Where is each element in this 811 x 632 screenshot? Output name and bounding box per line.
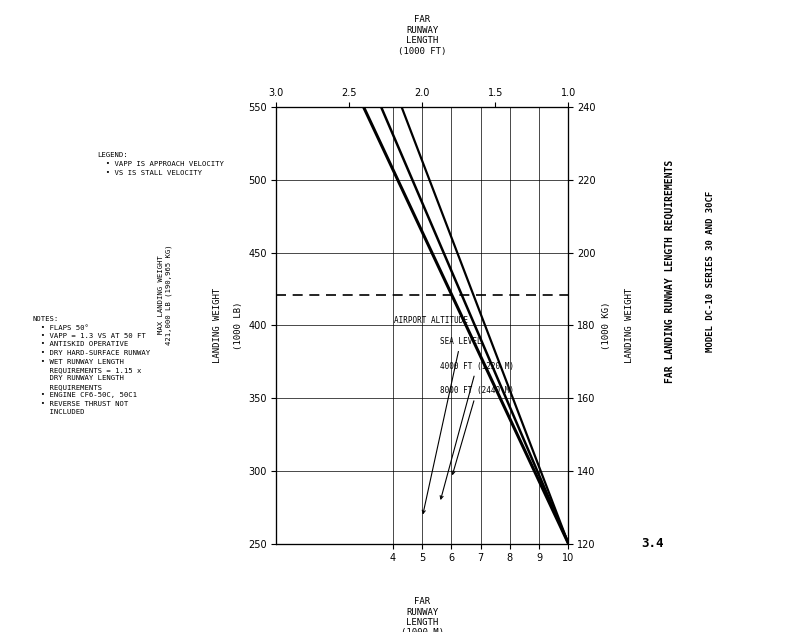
Y-axis label: (1000 LB): (1000 LB)	[234, 301, 242, 349]
X-axis label: FAR
RUNWAY
LENGTH
(1000 M): FAR RUNWAY LENGTH (1000 M)	[401, 597, 443, 632]
Text: LANDING WEIGHT: LANDING WEIGHT	[212, 288, 222, 363]
Text: 4000 FT (1220 M): 4000 FT (1220 M)	[440, 362, 513, 499]
Text: MAX LANDING WEIGHT
421,000 LB (190,965 KG): MAX LANDING WEIGHT 421,000 LB (190,965 K…	[158, 245, 172, 345]
X-axis label: FAR
RUNWAY
LENGTH
(1000 FT): FAR RUNWAY LENGTH (1000 FT)	[397, 16, 446, 56]
Text: 3.4: 3.4	[641, 537, 663, 550]
Y-axis label: (1000 KG): (1000 KG)	[601, 301, 610, 349]
Text: FAR LANDING RUNWAY LENGTH REQUIREMENTS: FAR LANDING RUNWAY LENGTH REQUIREMENTS	[664, 160, 674, 384]
Text: LEGEND:
  • VAPP IS APPROACH VELOCITY
  • VS IS STALL VELOCITY: LEGEND: • VAPP IS APPROACH VELOCITY • VS…	[97, 152, 224, 176]
Text: LANDING WEIGHT: LANDING WEIGHT	[624, 288, 633, 363]
Text: MODEL DC-10 SERIES 30 AND 30CF: MODEL DC-10 SERIES 30 AND 30CF	[705, 191, 714, 353]
Text: AIRPORT ALTITUDE: AIRPORT ALTITUDE	[393, 317, 467, 325]
Text: 8000 FT (2440 M): 8000 FT (2440 M)	[440, 386, 513, 474]
Text: NOTES:
  • FLAPS 50°
  • VAPP = 1.3 VS AT 50 FT
  • ANTISKID OPERATIVE
  • DRY H: NOTES: • FLAPS 50° • VAPP = 1.3 VS AT 50…	[32, 316, 150, 415]
Text: SEA LEVEL: SEA LEVEL	[422, 337, 481, 513]
